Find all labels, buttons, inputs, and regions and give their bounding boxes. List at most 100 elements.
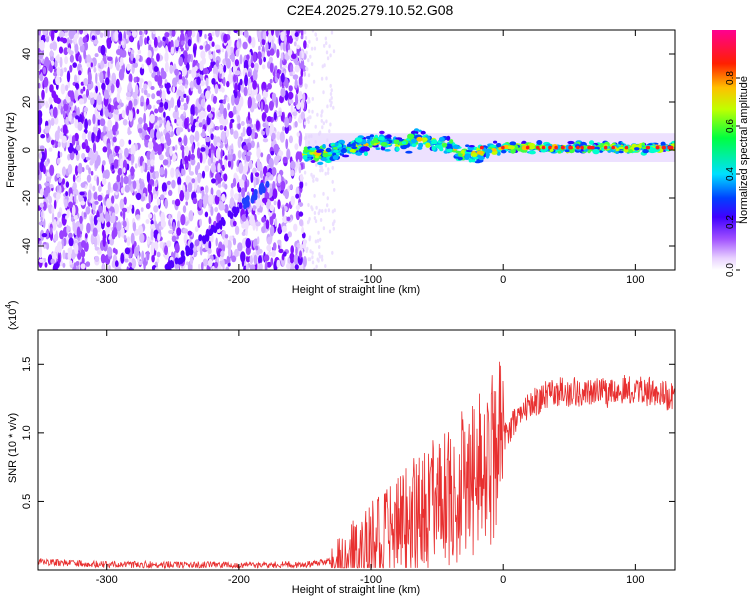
spectrogram-noise-blob: [306, 220, 310, 225]
spectrogram-noise-blob: [321, 209, 324, 213]
spectrogram-noise-blob: [133, 76, 137, 83]
spectrogram-noise-blob: [178, 127, 184, 133]
spectrogram-noise-blob: [76, 106, 80, 118]
spectrogram-noise-blob: [159, 102, 164, 108]
snr-axes: -300 -200 -100 0 100 0.5 1.0 1.5: [21, 330, 675, 586]
spectrogram-noise-blob: [307, 58, 310, 63]
spectrogram-noise-blob: [69, 54, 74, 63]
spectrogram-noise-blob: [306, 246, 309, 251]
spectrogram-noise-blob: [38, 59, 41, 65]
signal-blob: [322, 152, 330, 158]
spectrogram-noise-blob: [100, 60, 105, 69]
spectrogram-noise-blob: [117, 104, 121, 110]
spectrogram-noise-blob: [122, 220, 127, 228]
spectrogram-noise-blob: [129, 204, 133, 210]
signal-blob: [303, 148, 309, 154]
spectrogram-noise-blob: [48, 96, 53, 105]
spectrogram-noise-blob: [157, 233, 161, 242]
signal-blob: [618, 146, 624, 150]
spectrogram-noise-blob: [196, 31, 200, 43]
spectrogram-noise-blob: [40, 216, 43, 222]
signal-blob: [476, 150, 484, 155]
spectrogram-noise-blob: [249, 264, 256, 270]
spectrogram-noise-blob: [315, 264, 318, 269]
spectrogram-noise-blob: [53, 30, 58, 34]
signal-blob: [379, 130, 385, 135]
spectrogram-noise-blob: [222, 259, 225, 270]
spectrogram-noise-blob: [110, 30, 114, 42]
spectrogram-noise-blob: [80, 81, 85, 86]
spectrogram-noise-blob: [194, 226, 199, 233]
spectrogram-noise-blob: [223, 64, 227, 73]
snr-panel: -300 -200 -100 0 100 0.5 1.0 1.5 Height of stra…: [4, 300, 676, 596]
spectrogram-noise-blob: [42, 66, 47, 75]
signal-blob: [363, 151, 368, 156]
spectrogram-noise-blob: [186, 261, 189, 266]
spectrogram-noise-blob: [166, 156, 171, 168]
spectrogram-noise-blob: [233, 130, 239, 140]
spectrogram-noise-blob: [156, 90, 161, 97]
spectrogram-noise-blob: [156, 144, 162, 153]
signal-blob: [634, 147, 640, 151]
spectrogram-noise-blob: [204, 33, 207, 40]
spectrogram-noise-blob: [168, 214, 171, 220]
signal-blob: [485, 153, 490, 159]
spectrogram-noise-blob: [187, 182, 193, 193]
spectrogram-noise-blob: [333, 219, 336, 224]
spectrogram-noise-blob: [265, 124, 270, 137]
spectrogram-noise-blob: [256, 147, 261, 159]
snr-series-line: [38, 361, 675, 570]
spectrogram-noise-blob: [314, 219, 318, 224]
spectrogram-noise-blob: [75, 82, 79, 89]
spectrogram-noise-blob: [168, 230, 174, 234]
spectrogram-noise-blob: [68, 232, 73, 239]
spectrogram-noise-blob: [284, 233, 289, 242]
signal-peak: [655, 145, 660, 150]
spectrogram-noise-blob: [227, 160, 232, 168]
spectrogram-noise-blob: [120, 187, 125, 194]
spectrogram-noise-blob: [53, 199, 57, 210]
signal-blob: [496, 151, 501, 156]
spectrogram-noise-blob: [143, 112, 147, 124]
spectrogram-noise-blob: [80, 200, 86, 206]
spectrogram-noise-blob: [280, 52, 284, 61]
spectrogram-noise-blob: [75, 261, 80, 266]
signal-blob: [431, 145, 436, 151]
spectrogram-noise-blob: [40, 134, 46, 139]
spectrogram-noise-blob: [63, 103, 69, 112]
spectrogram-noise-blob: [116, 221, 122, 232]
spectrogram-noise-blob: [120, 57, 124, 64]
signal-blob: [509, 141, 517, 146]
spectrogram-noise-blob: [280, 42, 283, 51]
spectrogram-noise-blob: [261, 216, 266, 223]
spectrogram-noise-blob: [307, 119, 310, 124]
spectrogram-noise-blob: [71, 204, 76, 217]
spectrogram-diagonal-blob: [189, 242, 194, 250]
spectrogram-noise-blob: [78, 98, 85, 105]
spectrogram-noise-blob: [127, 126, 131, 136]
spectrogram-noise-blob: [99, 71, 104, 84]
spectrogram-noise-blob: [331, 165, 334, 170]
spectrogram-noise-blob: [273, 200, 277, 206]
spectrogram-noise-blob: [308, 216, 311, 221]
spectrogram-noise-blob: [229, 235, 233, 241]
spectrogram-noise-blob: [180, 97, 184, 103]
spectrogram-noise-blob: [301, 232, 306, 239]
spectrogram-noise-blob: [308, 257, 312, 262]
spectrogram-noise-blob: [211, 178, 216, 184]
y-tick-label: 1.5: [21, 357, 33, 372]
spectrogram-noise-blob: [326, 56, 330, 61]
spectrogram-noise-blob: [261, 51, 265, 59]
spectrogram-noise-blob: [62, 109, 66, 119]
spectrogram-noise-blob: [311, 250, 314, 255]
spectrogram-noise-blob: [74, 193, 77, 203]
spectrogram-noise-blob: [123, 196, 127, 204]
spectrogram-noise-blob: [279, 131, 285, 143]
spectrogram-noise-blob: [73, 188, 79, 197]
signal-blob: [425, 142, 431, 148]
signal-blob: [564, 149, 570, 153]
spectrogram-noise-blob: [116, 92, 121, 103]
spectrogram-noise-blob: [98, 185, 102, 192]
spectrogram-noise-blob: [263, 221, 266, 232]
signal-blob: [489, 144, 497, 148]
